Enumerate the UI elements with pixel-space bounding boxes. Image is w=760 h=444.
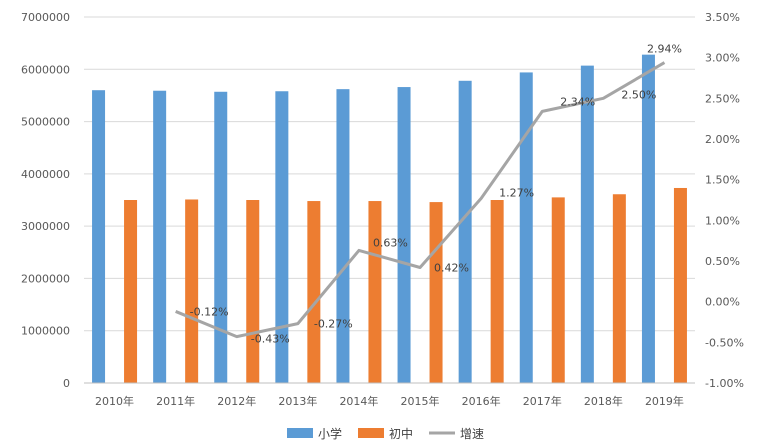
growth-data-label: 2.50% bbox=[621, 88, 656, 101]
bars bbox=[92, 54, 687, 384]
legend-swatch bbox=[358, 428, 384, 438]
bar-primary bbox=[397, 87, 411, 383]
y-tick-label: 6000000 bbox=[21, 63, 70, 76]
y-tick-label: 4000000 bbox=[21, 168, 70, 181]
growth-data-label: -0.27% bbox=[314, 318, 353, 331]
bar-junior bbox=[551, 197, 565, 383]
gridlines bbox=[84, 16, 695, 384]
y2-tick-label: -0.50% bbox=[705, 336, 744, 349]
y2-tick-label: 1.50% bbox=[705, 174, 740, 187]
bar-primary bbox=[641, 54, 655, 383]
x-tick-label: 2014年 bbox=[339, 394, 378, 408]
legend-label: 小学 bbox=[318, 426, 342, 441]
y2-tick-label: 0.50% bbox=[705, 255, 740, 268]
growth-data-label: -0.12% bbox=[190, 305, 229, 318]
bar-junior bbox=[612, 194, 626, 383]
x-tick-label: 2012年 bbox=[217, 394, 256, 408]
y-axis-left: 0 1000000 2000000 3000000 4000000 5000000 6000… bbox=[21, 11, 70, 390]
bar-junior bbox=[368, 201, 382, 383]
legend: 小学 初中 增速 bbox=[287, 426, 484, 441]
legend-label: 增速 bbox=[460, 427, 484, 441]
x-tick-label: 2015年 bbox=[401, 394, 440, 408]
x-tick-label: 2019年 bbox=[645, 394, 684, 408]
bar-junior bbox=[490, 200, 504, 383]
bar-junior bbox=[124, 200, 138, 383]
y2-tick-label: 1.00% bbox=[705, 214, 740, 227]
y2-tick-label: -1.00% bbox=[705, 377, 744, 390]
y-tick-label: 2000000 bbox=[21, 272, 70, 285]
y-tick-label: 0 bbox=[63, 377, 70, 390]
x-tick-label: 2017年 bbox=[523, 394, 562, 408]
y-tick-label: 1000000 bbox=[21, 325, 70, 338]
bar-primary bbox=[458, 80, 472, 383]
y2-tick-label: 3.50% bbox=[705, 11, 740, 24]
growth-data-label: 0.42% bbox=[434, 262, 469, 275]
x-axis: 2010年 2011年 2012年 2013年 2014年 2015年 2016年 2017年… bbox=[95, 394, 684, 408]
bar-primary bbox=[336, 89, 350, 383]
x-tick-label: 2018年 bbox=[584, 394, 623, 408]
y2-tick-label: 0.00% bbox=[705, 296, 740, 309]
bar-junior bbox=[246, 200, 260, 383]
bar-primary bbox=[519, 72, 533, 384]
bar-primary bbox=[580, 65, 594, 383]
y-tick-label: 5000000 bbox=[21, 116, 70, 129]
x-tick-label: 2010年 bbox=[95, 394, 134, 408]
growth-data-label: 2.34% bbox=[560, 95, 595, 108]
bar-primary bbox=[214, 91, 228, 384]
growth-data-label: 0.63% bbox=[373, 236, 408, 249]
bar-primary bbox=[275, 91, 289, 383]
growth-labels: -0.12% -0.43% -0.27% 0.63% 0.42% 1.27% 2.34% 2.… bbox=[190, 43, 682, 346]
growth-data-label: 2.94% bbox=[647, 43, 682, 56]
y-tick-label: 7000000 bbox=[21, 11, 70, 24]
y-axis-right: -1.00% -0.50% 0.00% 0.50% 1.00% 1.50% 2.00% 2.5… bbox=[705, 11, 744, 390]
y2-tick-label: 2.50% bbox=[705, 92, 740, 105]
bar-junior bbox=[673, 187, 687, 383]
x-tick-label: 2013年 bbox=[278, 394, 317, 408]
bar-junior bbox=[429, 202, 443, 383]
x-tick-label: 2016年 bbox=[462, 394, 501, 408]
bar-junior bbox=[307, 201, 321, 383]
bar-junior bbox=[185, 199, 199, 383]
y2-tick-label: 3.00% bbox=[705, 52, 740, 65]
legend-label: 初中 bbox=[389, 426, 413, 441]
y2-tick-label: 2.00% bbox=[705, 133, 740, 146]
legend-swatch bbox=[287, 428, 313, 438]
growth-data-label: 1.27% bbox=[499, 186, 534, 199]
bar-primary bbox=[92, 90, 106, 383]
growth-line bbox=[175, 61, 666, 339]
x-tick-label: 2011年 bbox=[156, 394, 195, 408]
y-tick-label: 3000000 bbox=[21, 220, 70, 233]
bar-primary bbox=[153, 90, 167, 384]
growth-data-label: -0.43% bbox=[251, 333, 290, 346]
